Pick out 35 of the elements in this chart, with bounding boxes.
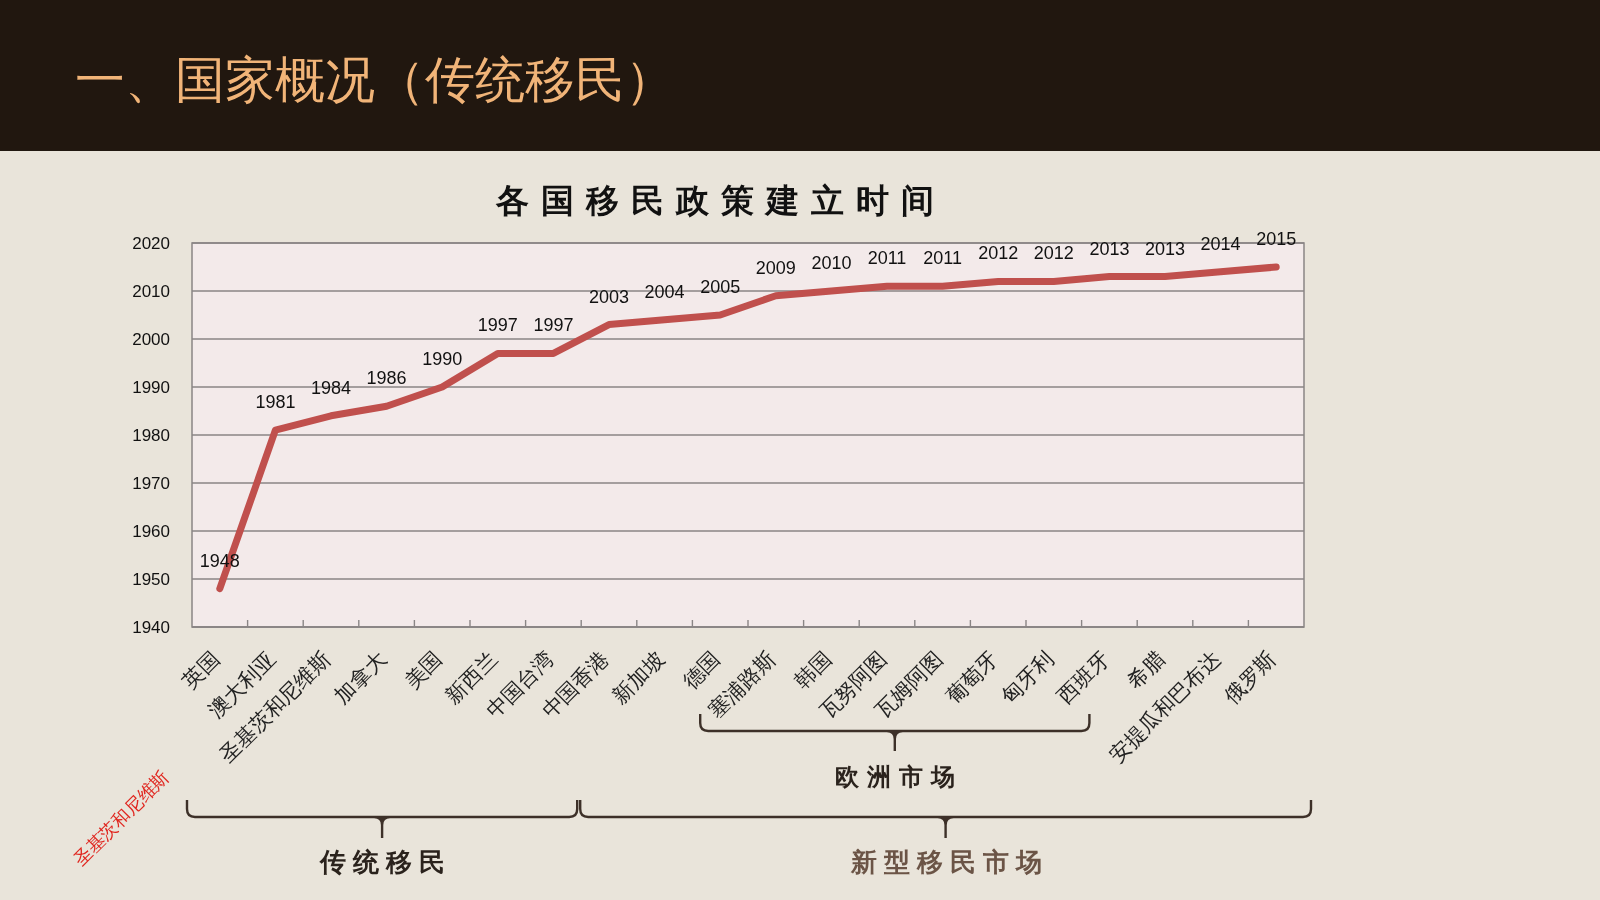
text: 欧洲市场	[834, 763, 963, 790]
text: 一、国家概况（传统移民）	[75, 51, 675, 109]
data-label: 2011	[923, 248, 962, 269]
x-tick-label: 英国	[177, 646, 225, 694]
text: 传统移民	[319, 847, 453, 877]
data-label: 2013	[1144, 238, 1186, 259]
data-label: 2004	[644, 281, 685, 302]
data-label: 2012	[978, 243, 1019, 264]
text: 新型移民市场	[849, 847, 1049, 877]
y-tick-label: 1940	[132, 618, 170, 637]
chart-title: 各国移民政策建立时间	[495, 182, 946, 219]
data-label: 2012	[1033, 243, 1074, 264]
data-label: 2011	[867, 248, 907, 269]
data-label: 1997	[477, 315, 518, 336]
data-label: 1997	[533, 315, 574, 336]
data-label: 1984	[310, 377, 352, 398]
y-tick-label: 1970	[132, 474, 170, 493]
y-tick-label: 2000	[132, 330, 170, 349]
data-label: 2013	[1089, 238, 1130, 259]
y-tick-label: 2010	[132, 282, 170, 301]
y-tick-label: 1950	[132, 570, 170, 589]
data-label: 1986	[366, 368, 407, 389]
text: 圣基茨和尼维斯	[68, 765, 173, 870]
y-tick-label: 1980	[132, 426, 170, 445]
data-label: 2014	[1200, 233, 1241, 254]
y-tick-label: 1960	[132, 522, 170, 541]
data-label: 2015	[1256, 229, 1297, 249]
data-label: 2010	[811, 253, 852, 273]
data-label: 2005	[700, 277, 741, 297]
data-label: 1990	[422, 349, 463, 369]
y-tick-label: 2020	[132, 234, 170, 253]
data-label: 1981	[255, 392, 296, 413]
y-tick-label: 1990	[132, 378, 170, 397]
data-label: 2009	[755, 257, 796, 278]
data-label: 2003	[588, 286, 630, 307]
